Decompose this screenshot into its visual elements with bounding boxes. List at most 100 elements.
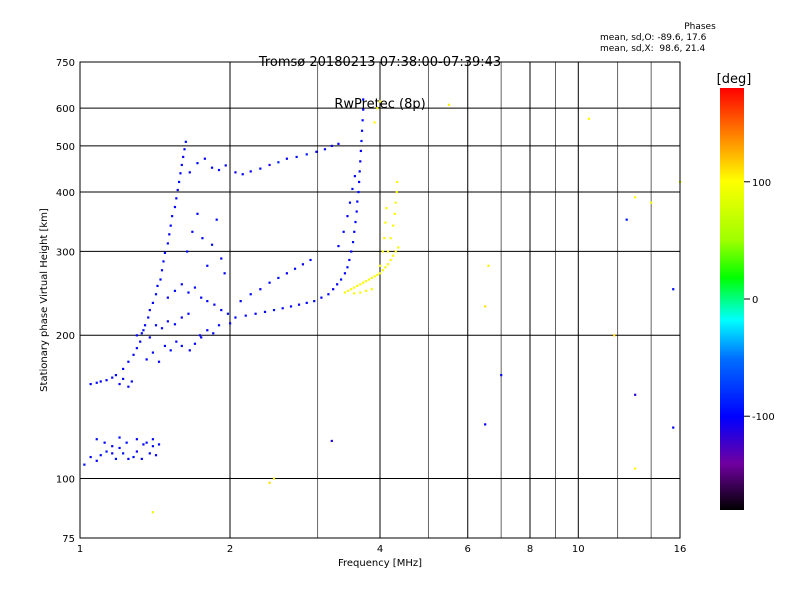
data-point: [392, 254, 395, 257]
x-axis-ticks: 1 2 4 6 8 10 16: [77, 544, 687, 555]
data-point: [183, 148, 186, 151]
data-point: [343, 272, 347, 275]
data-point: [196, 162, 199, 165]
data-point: [180, 283, 183, 286]
data-point: [348, 201, 352, 204]
x-tick-label: 16: [674, 544, 687, 555]
y-tick-label: 500: [56, 142, 75, 153]
data-point: [173, 205, 177, 209]
x-tick-label: 1: [77, 544, 83, 555]
data-point: [210, 243, 214, 246]
data-point: [220, 257, 223, 260]
data-point: [89, 382, 92, 386]
data-point: [293, 267, 297, 270]
colorbar-tick-label: 0: [752, 295, 758, 306]
data-point: [254, 312, 257, 315]
x-axis-label: Frequency [MHz]: [338, 558, 422, 569]
data-point: [385, 207, 388, 210]
data-point: [151, 438, 155, 441]
data-point: [171, 215, 174, 218]
data-point: [162, 260, 165, 263]
data-point: [346, 266, 349, 269]
data-point: [160, 327, 164, 330]
data-point: [268, 163, 271, 167]
data-point: [320, 296, 323, 299]
data-point: [154, 454, 158, 457]
data-point: [327, 293, 330, 296]
data-point: [157, 443, 161, 446]
data-point: [351, 187, 354, 191]
data-point: [139, 340, 142, 343]
data-point: [166, 242, 169, 245]
data-point: [285, 157, 288, 160]
data-point: [180, 316, 183, 319]
data-point: [362, 108, 365, 111]
data-point: [361, 119, 364, 122]
data-point: [268, 281, 271, 284]
data-point: [259, 167, 262, 170]
colorbar: [deg] 100 0 -100: [717, 72, 775, 510]
data-point: [135, 438, 138, 441]
data-point: [358, 170, 361, 173]
data-point: [357, 180, 361, 184]
data-point: [140, 332, 143, 335]
data-point: [95, 438, 98, 441]
data-point: [370, 288, 373, 291]
data-point: [187, 291, 190, 294]
x-tick-label: 6: [465, 544, 471, 555]
data-point: [393, 212, 396, 215]
data-point: [224, 164, 227, 167]
data-point: [389, 258, 392, 262]
data-point: [634, 196, 637, 199]
data-point: [330, 144, 333, 148]
data-point: [118, 446, 121, 450]
data-point: [99, 380, 102, 383]
data-point: [99, 454, 102, 457]
data-point: [268, 481, 271, 484]
data-point: [151, 511, 155, 514]
data-point: [277, 276, 280, 280]
data-point: [127, 360, 130, 363]
data-point: [362, 281, 365, 284]
data-point: [244, 314, 247, 317]
data-point: [263, 310, 267, 314]
data-point: [143, 324, 147, 327]
data-point: [395, 190, 398, 194]
data-point: [203, 157, 206, 160]
data-point: [277, 161, 280, 164]
data-point: [103, 441, 106, 444]
data-point: [147, 316, 150, 319]
data-point: [206, 264, 209, 267]
data-point: [343, 291, 347, 294]
data-point: [285, 272, 288, 275]
data-point: [187, 312, 190, 315]
data-point: [305, 301, 308, 304]
data-point: [336, 283, 339, 286]
x-tick-label: 10: [572, 544, 585, 555]
data-point: [223, 272, 226, 275]
y-axis-label: Stationary phase Virtual Height [km]: [39, 208, 50, 392]
data-point: [484, 305, 487, 308]
data-point: [169, 349, 172, 352]
data-point: [111, 445, 114, 448]
data-point: [148, 308, 151, 312]
data-point: [379, 100, 382, 103]
data-point: [154, 293, 158, 296]
data-point: [193, 342, 197, 345]
data-point: [289, 305, 293, 308]
data-point: [217, 168, 221, 172]
data-point: [118, 436, 121, 439]
data-point: [188, 171, 191, 174]
data-point: [114, 374, 118, 377]
data-point: [135, 347, 138, 350]
y-tick-label: 75: [62, 534, 75, 545]
series-x: [151, 100, 682, 514]
data-point: [351, 240, 355, 244]
data-point: [384, 221, 387, 224]
data-point: [127, 385, 130, 388]
y-tick-label: 750: [56, 58, 75, 69]
data-point: [373, 121, 376, 124]
data-point: [613, 334, 616, 337]
data-point: [356, 284, 359, 288]
data-point: [193, 286, 197, 289]
